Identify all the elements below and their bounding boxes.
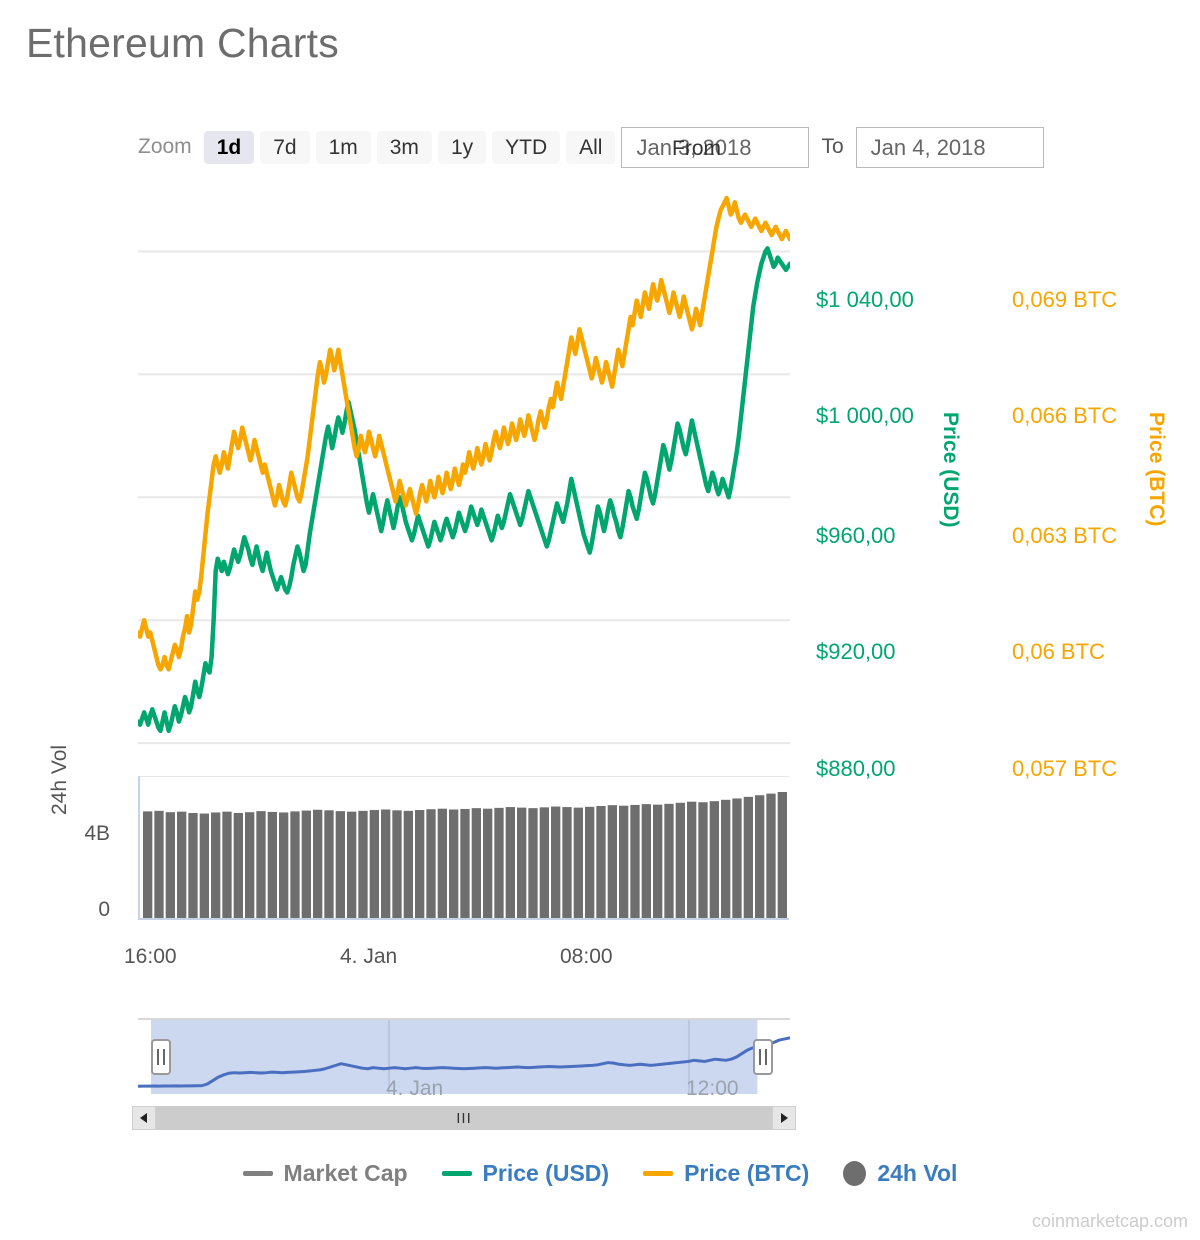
price-chart-plot[interactable] <box>138 190 790 780</box>
btc-tick-0069: 0,069 BTC <box>1012 287 1118 312</box>
usd-tick-1040: $1 040,00 <box>816 287 914 312</box>
price-gridlines <box>138 250 790 745</box>
volume-bars <box>143 792 787 918</box>
to-label: To <box>821 135 844 158</box>
navigator-svg <box>136 1018 792 1094</box>
usd-tick-920: $920,00 <box>816 639 896 664</box>
watermark: coinmarketcap.com <box>1031 1211 1188 1231</box>
range-button-1d[interactable]: 1d <box>203 130 255 164</box>
btc-axis-title: Price (BTC) <box>1145 412 1168 527</box>
range-button-3m[interactable]: 3m <box>376 130 432 164</box>
navigator-scrollbar[interactable]: III <box>132 1106 796 1130</box>
scroll-right-arrow-icon[interactable] <box>772 1106 796 1130</box>
range-button-all[interactable]: All <box>566 130 616 164</box>
legend-item-price-usd[interactable]: Price (USD) <box>441 1160 610 1187</box>
navigator-line <box>136 1036 792 1088</box>
date-to-input[interactable]: Jan 4, 2018 <box>855 126 1044 168</box>
usd-tick-960: $960,00 <box>816 523 896 548</box>
legend-label-price-usd: Price (USD) <box>482 1160 610 1186</box>
scrollbar-grip: III <box>456 1109 472 1127</box>
market-cap-line-icon <box>242 1171 273 1176</box>
date-from-input[interactable]: Jan 3, 2018 <box>621 126 810 168</box>
range-button-1m[interactable]: 1m <box>315 130 371 164</box>
volume-dot-icon <box>843 1161 867 1186</box>
range-button-ytd[interactable]: YTD <box>492 130 561 164</box>
x-tick-4jan: 4. Jan <box>340 945 398 968</box>
scrollbar-thumb[interactable]: III <box>156 1106 772 1130</box>
legend-label-price-btc: Price (BTC) <box>684 1160 810 1186</box>
usd-axis-title: Price (USD) <box>939 412 962 528</box>
range-button-1y[interactable]: 1y <box>437 130 487 164</box>
usd-tick-1000: $1 000,00 <box>816 403 914 428</box>
legend-item-24h-vol[interactable]: 24h Vol <box>843 1160 957 1187</box>
btc-tick-0063: 0,063 BTC <box>1012 523 1118 548</box>
legend-label-market-cap: Market Cap <box>283 1160 408 1186</box>
navigator[interactable] <box>136 1018 792 1094</box>
volume-axis-title: 24h Vol <box>48 744 71 815</box>
volume-tick-0: 0 <box>98 898 110 921</box>
page-title: Ethereum Charts <box>26 20 339 66</box>
volume-chart-plot[interactable] <box>138 776 790 920</box>
price-btc-line-icon <box>643 1171 674 1176</box>
navigator-selection-mask[interactable] <box>151 1020 758 1094</box>
chart-legend: Market Cap Price (USD) Price (BTC) 24h V… <box>0 1160 1200 1187</box>
price-chart-svg <box>138 195 790 745</box>
navigator-x-tick-1200: 12:00 <box>686 1077 739 1100</box>
volume-chart-svg <box>138 776 789 920</box>
x-tick-1600: 16:00 <box>124 945 177 968</box>
usd-tick-880: $880,00 <box>816 756 896 781</box>
navigator-gridlines <box>388 1020 690 1094</box>
navigator-handle-left[interactable] <box>151 1039 171 1075</box>
navigator-x-tick-4jan: 4. Jan <box>386 1077 444 1100</box>
zoom-label: Zoom <box>138 135 192 158</box>
price-usd-line <box>138 246 790 734</box>
range-selector: Zoom 1d 7d 1m 3m 1y YTD All From Jan 3, … <box>138 126 1044 168</box>
btc-tick-0057: 0,057 BTC <box>1012 756 1118 781</box>
btc-tick-0066: 0,066 BTC <box>1012 403 1118 428</box>
legend-item-market-cap[interactable]: Market Cap <box>242 1160 408 1187</box>
range-button-7d[interactable]: 7d <box>260 130 310 164</box>
scroll-left-arrow-icon[interactable] <box>132 1106 156 1130</box>
volume-tick-4b: 4B <box>84 822 110 845</box>
btc-tick-006: 0,06 BTC <box>1012 639 1105 664</box>
legend-item-price-btc[interactable]: Price (BTC) <box>643 1160 809 1187</box>
price-btc-line <box>138 195 790 672</box>
legend-label-24h-vol: 24h Vol <box>877 1160 958 1186</box>
navigator-handle-right[interactable] <box>753 1039 773 1075</box>
x-tick-0800: 08:00 <box>560 945 613 968</box>
price-usd-line-icon <box>441 1171 472 1176</box>
